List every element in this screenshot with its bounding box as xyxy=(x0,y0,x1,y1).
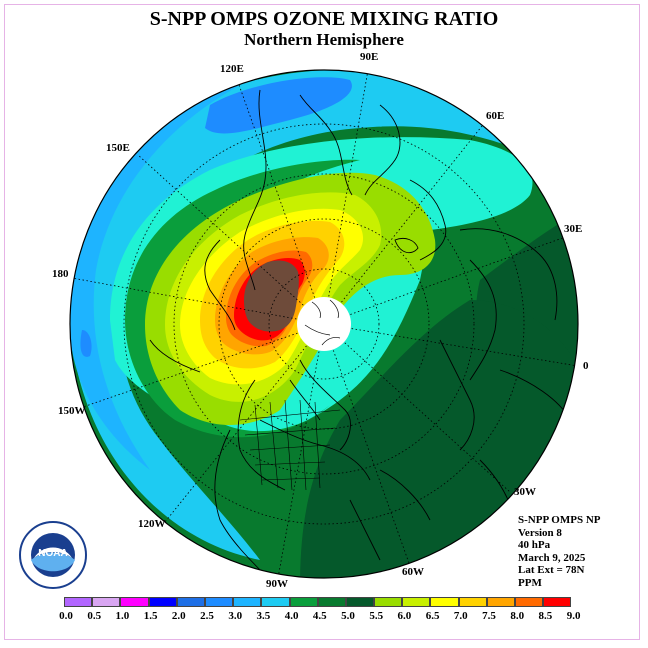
coastlines xyxy=(149,89,571,578)
info-instrument: S-NPP OMPS NP xyxy=(518,514,601,526)
info-pressure: 40 hPa xyxy=(518,539,551,551)
colorbar-swatch xyxy=(458,597,487,607)
colorbar-swatch xyxy=(176,597,205,607)
lon-label-120w: 120W xyxy=(138,518,166,530)
colorbar-swatch xyxy=(317,597,346,607)
lon-label-60w: 60W xyxy=(402,566,424,578)
lon-label-90w: 90W xyxy=(266,578,288,590)
colorbar-tick-label: 5.5 xyxy=(369,610,384,622)
colorbar-tick-label: 2.0 xyxy=(171,610,186,622)
colorbar-tick-label: 0.5 xyxy=(87,610,102,622)
colorbar-swatch xyxy=(204,597,234,607)
colorbar-tick-label: 2.5 xyxy=(200,610,214,622)
colorbar-swatch xyxy=(345,597,375,607)
colorbar-swatch xyxy=(120,597,149,607)
info-lat-ext: Lat Ext = 78N xyxy=(518,564,585,576)
contour-band-2-5 xyxy=(205,77,352,134)
lon-label-150w: 150W xyxy=(58,405,86,417)
info-units: PPM xyxy=(518,576,542,589)
info-version: Version 8 xyxy=(518,526,562,539)
colorbar-swatch xyxy=(515,597,544,607)
colorbar-tick-label: 6.0 xyxy=(397,610,412,622)
colorbar-swatch xyxy=(486,597,515,607)
info-panel: S-NPP OMPS NP Version 8 40 hPa March 9, … xyxy=(518,514,601,589)
colorbar-tick-label: 9.0 xyxy=(566,610,581,622)
colorbar-tick-label: 1.5 xyxy=(143,610,158,622)
svg-text:NOAA: NOAA xyxy=(38,548,67,559)
noaa-logo: NOAA xyxy=(19,521,87,589)
colorbar-swatch xyxy=(402,597,431,607)
colorbar-swatch xyxy=(289,597,318,607)
plot-frame xyxy=(4,4,640,640)
lon-label-90e: 90E xyxy=(360,51,379,63)
colorbar-tick-label: 0.0 xyxy=(59,610,73,622)
colorbar-swatch xyxy=(92,597,121,607)
colorbar-swatch xyxy=(64,597,93,607)
lon-label-60e: 60E xyxy=(486,110,505,122)
us-state-borders xyxy=(239,399,341,491)
colorbar-swatch xyxy=(374,597,403,607)
info-date: March 9, 2025 xyxy=(518,551,586,564)
colorbar-tick-label: 7.5 xyxy=(482,610,496,622)
colorbar-tick-label: 4.0 xyxy=(284,610,299,622)
colorbar-swatch xyxy=(233,597,262,607)
colorbar-swatch xyxy=(261,597,290,607)
lon-label-30w: 30W xyxy=(514,486,536,498)
lon-label-180: 180 xyxy=(52,268,69,280)
contour-band-2-5-small xyxy=(80,330,92,357)
contour-band-9-0 xyxy=(244,260,299,332)
colorbar-tick-label: 4.5 xyxy=(312,610,327,622)
colorbar-tick-label: 8.0 xyxy=(510,610,525,622)
colorbar xyxy=(64,597,572,607)
colorbar-tick-label: 6.5 xyxy=(425,610,440,622)
page-subtitle: Northern Hemisphere xyxy=(244,30,404,49)
map-boundary xyxy=(69,69,579,579)
colorbar-swatch xyxy=(543,597,572,607)
lon-label-120e: 120E xyxy=(220,63,244,75)
colorbar-tick-label: 3.5 xyxy=(256,610,271,622)
colorbar-tick-label: 7.0 xyxy=(453,610,468,622)
page-title: S-NPP OMPS OZONE MIXING RATIO xyxy=(149,8,499,30)
lon-label-30e: 30E xyxy=(564,223,583,235)
colorbar-swatch xyxy=(430,597,459,607)
lon-label-150e: 150E xyxy=(106,142,130,154)
polar-coastlines xyxy=(304,299,341,346)
graticule xyxy=(71,70,578,578)
contour-band-4-0 xyxy=(125,159,360,438)
lon-label-0: 0 xyxy=(583,360,589,372)
colorbar-tick-label: 5.0 xyxy=(341,610,355,622)
colorbar-tick-label: 1.0 xyxy=(115,610,130,622)
colorbar-tick-label: 3.0 xyxy=(228,610,243,622)
colorbar-swatch xyxy=(148,597,177,607)
colorbar-tick-label: 8.5 xyxy=(538,610,553,622)
